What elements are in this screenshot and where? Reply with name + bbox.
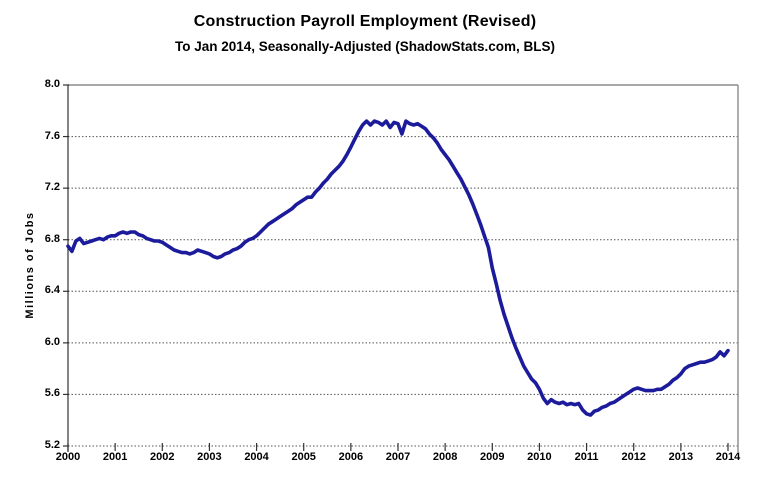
ytick-label-5.2: 5.2	[44, 439, 60, 451]
xtick-label-2002: 2002	[150, 451, 175, 463]
chart-title: Construction Payroll Employment (Revised…	[193, 13, 537, 30]
xtick-label-2014: 2014	[715, 451, 741, 463]
ytick-label-6.0: 6.0	[44, 335, 60, 348]
xtick-label-2003: 2003	[197, 451, 222, 463]
xtick-label-2001: 2001	[102, 451, 128, 463]
xtick-label-2007: 2007	[385, 451, 411, 463]
ytick-label-7.6: 7.6	[44, 129, 60, 142]
xtick-label-2013: 2013	[668, 451, 694, 463]
xtick-label-2005: 2005	[291, 451, 316, 463]
xtick-label-2004: 2004	[244, 451, 269, 463]
ytick-label-7.2: 7.2	[44, 181, 60, 194]
ytick-label-6.4: 6.4	[44, 284, 60, 297]
xtick-label-2010: 2010	[527, 451, 552, 463]
xtick-label-2012: 2012	[621, 451, 646, 463]
employment-line-series	[66, 119, 730, 417]
ytick-label-8.0: 8.0	[44, 78, 60, 90]
xtick-label-2006: 2006	[338, 451, 364, 463]
xtick-label-2009: 2009	[480, 451, 505, 463]
chart-subtitle: To Jan 2014, Seasonally-Adjusted (Shadow…	[174, 39, 556, 54]
ytick-label-6.8: 6.8	[44, 232, 60, 245]
ytick-label-5.6: 5.6	[44, 387, 60, 400]
xtick-label-2011: 2011	[574, 451, 599, 463]
xtick-label-2000: 2000	[55, 451, 81, 463]
xtick-label-2008: 2008	[432, 451, 458, 463]
